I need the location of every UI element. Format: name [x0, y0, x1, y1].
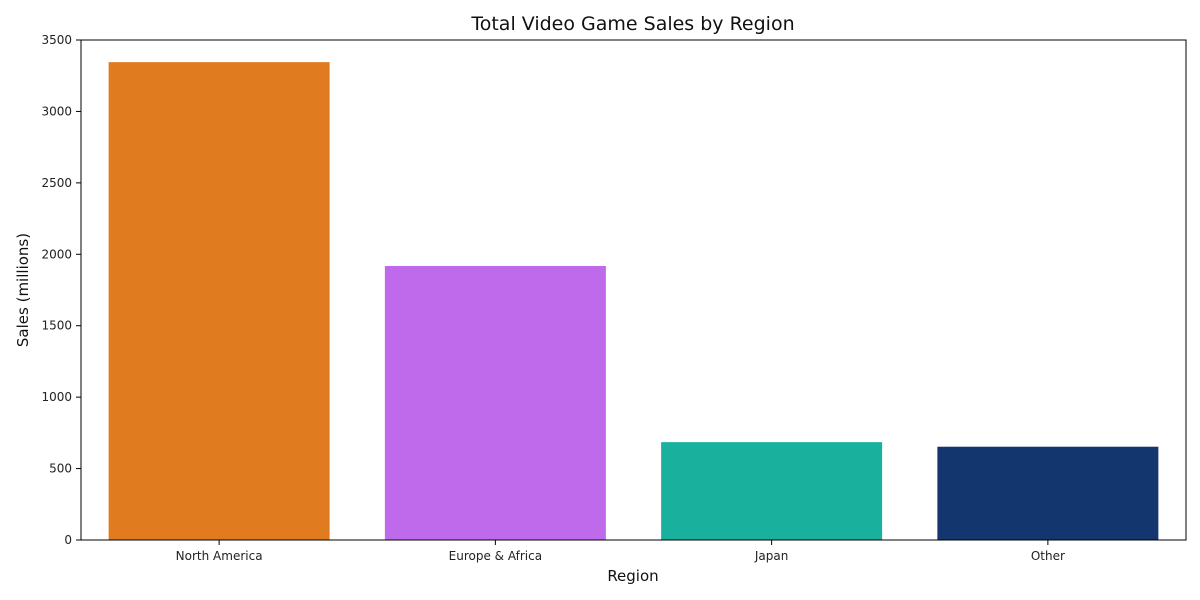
x-tick-label: Japan	[754, 549, 788, 563]
y-tick-label: 2500	[41, 176, 72, 190]
x-tick-label: Other	[1031, 549, 1065, 563]
chart-title: Total Video Game Sales by Region	[470, 13, 794, 35]
x-axis-label: Region	[607, 567, 658, 585]
y-tick-label: 3500	[41, 33, 72, 47]
y-tick-label: 500	[49, 462, 72, 476]
y-tick-label: 2000	[41, 247, 72, 261]
bar-other	[937, 446, 1159, 540]
y-tick-label: 1500	[41, 319, 72, 333]
y-tick-label: 0	[64, 533, 72, 547]
bar-north-america	[108, 62, 330, 541]
y-tick-label: 1000	[41, 390, 72, 404]
plot-frame	[80, 39, 1187, 541]
x-tick-label: Europe & Africa	[449, 549, 542, 563]
bar-europe-africa	[384, 266, 606, 540]
x-tick-label: North America	[176, 549, 263, 563]
y-axis-label: Sales (millions)	[14, 233, 32, 347]
plot-area: North America Europe & Africa Japan Other 0 5…	[41, 33, 1187, 563]
bar-japan	[661, 442, 883, 540]
y-tick-label: 3000	[41, 104, 72, 118]
